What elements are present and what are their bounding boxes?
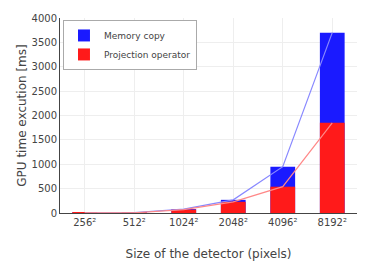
svg-text:Projection operator: Projection operator bbox=[104, 50, 190, 60]
svg-text:3000: 3000 bbox=[32, 61, 57, 72]
svg-text:256²: 256² bbox=[73, 217, 96, 228]
svg-text:1500: 1500 bbox=[32, 134, 57, 145]
svg-text:GPU time excution [ms]: GPU time excution [ms] bbox=[15, 44, 29, 186]
svg-text:8192²: 8192² bbox=[318, 217, 347, 228]
svg-text:2048²: 2048² bbox=[219, 217, 248, 228]
svg-text:1000: 1000 bbox=[32, 159, 57, 170]
svg-text:4096²: 4096² bbox=[268, 217, 297, 228]
svg-text:512²: 512² bbox=[123, 217, 146, 228]
svg-text:500: 500 bbox=[38, 183, 57, 194]
svg-text:2000: 2000 bbox=[32, 110, 57, 121]
svg-text:Size of the detector (pixels): Size of the detector (pixels) bbox=[126, 247, 292, 261]
svg-text:3500: 3500 bbox=[32, 37, 57, 48]
svg-text:4000: 4000 bbox=[32, 13, 57, 24]
svg-text:0: 0 bbox=[51, 208, 57, 219]
svg-text:2500: 2500 bbox=[32, 86, 57, 97]
svg-text:Memory copy: Memory copy bbox=[104, 31, 166, 41]
svg-text:1024²: 1024² bbox=[169, 217, 198, 228]
